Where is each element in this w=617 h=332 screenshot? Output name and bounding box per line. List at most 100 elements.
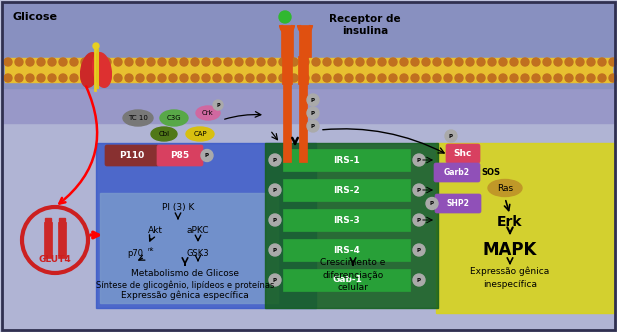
Text: P110: P110 bbox=[119, 151, 144, 160]
Circle shape bbox=[477, 74, 485, 82]
Text: GLUT4: GLUT4 bbox=[39, 256, 72, 265]
Circle shape bbox=[224, 74, 232, 82]
Circle shape bbox=[268, 58, 276, 66]
Circle shape bbox=[191, 74, 199, 82]
Text: Ras: Ras bbox=[497, 184, 513, 193]
Circle shape bbox=[37, 58, 45, 66]
Circle shape bbox=[235, 74, 243, 82]
Circle shape bbox=[422, 58, 430, 66]
Circle shape bbox=[269, 184, 281, 196]
Circle shape bbox=[413, 184, 425, 196]
Text: Metabolismo de Glicose: Metabolismo de Glicose bbox=[131, 270, 239, 279]
Text: Akt: Akt bbox=[147, 225, 162, 234]
Circle shape bbox=[92, 58, 100, 66]
Bar bbox=[96, 143, 316, 308]
Text: P: P bbox=[273, 278, 277, 283]
Circle shape bbox=[268, 74, 276, 82]
Circle shape bbox=[378, 74, 386, 82]
Text: P: P bbox=[311, 98, 315, 103]
Text: C3G: C3G bbox=[167, 115, 181, 121]
Circle shape bbox=[59, 58, 67, 66]
Circle shape bbox=[400, 58, 408, 66]
Circle shape bbox=[136, 74, 144, 82]
Circle shape bbox=[169, 74, 177, 82]
Bar bbox=[283, 82, 291, 162]
Bar bbox=[5, 58, 612, 82]
Circle shape bbox=[598, 58, 606, 66]
Bar bbox=[283, 179, 410, 201]
Text: Síntese de glicogênio, lipídeos e proteínas: Síntese de glicogênio, lipídeos e proteí… bbox=[96, 280, 274, 290]
Ellipse shape bbox=[186, 127, 214, 141]
Bar bbox=[281, 25, 293, 57]
Text: P: P bbox=[216, 103, 220, 108]
Text: SOS: SOS bbox=[481, 168, 500, 177]
FancyBboxPatch shape bbox=[105, 145, 159, 166]
Text: p70: p70 bbox=[127, 248, 143, 258]
Circle shape bbox=[422, 74, 430, 82]
Bar bbox=[299, 82, 307, 162]
Circle shape bbox=[301, 74, 309, 82]
Ellipse shape bbox=[93, 53, 112, 87]
Circle shape bbox=[532, 58, 540, 66]
Bar bbox=[45, 218, 51, 228]
Circle shape bbox=[413, 154, 425, 166]
Circle shape bbox=[114, 74, 122, 82]
Circle shape bbox=[389, 74, 397, 82]
Circle shape bbox=[367, 74, 375, 82]
Bar bbox=[44, 222, 52, 258]
Circle shape bbox=[246, 74, 254, 82]
Circle shape bbox=[499, 74, 507, 82]
Circle shape bbox=[312, 74, 320, 82]
Circle shape bbox=[307, 107, 319, 119]
FancyBboxPatch shape bbox=[446, 144, 480, 163]
Circle shape bbox=[598, 74, 606, 82]
Bar bbox=[265, 143, 438, 308]
Text: P: P bbox=[311, 124, 315, 128]
Circle shape bbox=[136, 58, 144, 66]
Circle shape bbox=[587, 74, 595, 82]
Circle shape bbox=[301, 58, 309, 66]
Text: MAPK: MAPK bbox=[483, 241, 537, 259]
Circle shape bbox=[246, 58, 254, 66]
Circle shape bbox=[269, 214, 281, 226]
Circle shape bbox=[213, 74, 221, 82]
Circle shape bbox=[125, 74, 133, 82]
Circle shape bbox=[356, 74, 364, 82]
Circle shape bbox=[334, 58, 342, 66]
Circle shape bbox=[609, 74, 617, 82]
Circle shape bbox=[554, 74, 562, 82]
Bar bbox=[298, 56, 308, 84]
Circle shape bbox=[290, 74, 298, 82]
Circle shape bbox=[433, 74, 441, 82]
Circle shape bbox=[323, 58, 331, 66]
Bar bbox=[100, 193, 278, 303]
Circle shape bbox=[70, 58, 78, 66]
Ellipse shape bbox=[123, 110, 153, 126]
Circle shape bbox=[48, 58, 56, 66]
Circle shape bbox=[521, 58, 529, 66]
Circle shape bbox=[445, 130, 457, 142]
Circle shape bbox=[554, 58, 562, 66]
Circle shape bbox=[609, 58, 617, 66]
Ellipse shape bbox=[196, 106, 220, 120]
Circle shape bbox=[93, 43, 99, 49]
Circle shape bbox=[103, 74, 111, 82]
Bar bbox=[283, 239, 410, 261]
Circle shape bbox=[213, 100, 223, 110]
Text: P: P bbox=[205, 153, 209, 158]
Text: P: P bbox=[273, 188, 277, 193]
Text: Shc: Shc bbox=[454, 149, 472, 158]
Circle shape bbox=[389, 58, 397, 66]
Bar bbox=[436, 143, 614, 313]
Circle shape bbox=[4, 58, 12, 66]
Circle shape bbox=[103, 58, 111, 66]
Circle shape bbox=[488, 58, 496, 66]
Circle shape bbox=[114, 58, 122, 66]
Circle shape bbox=[565, 58, 573, 66]
Circle shape bbox=[455, 58, 463, 66]
Circle shape bbox=[488, 74, 496, 82]
Circle shape bbox=[400, 74, 408, 82]
Circle shape bbox=[48, 74, 56, 82]
Circle shape bbox=[4, 74, 12, 82]
Circle shape bbox=[426, 198, 438, 209]
